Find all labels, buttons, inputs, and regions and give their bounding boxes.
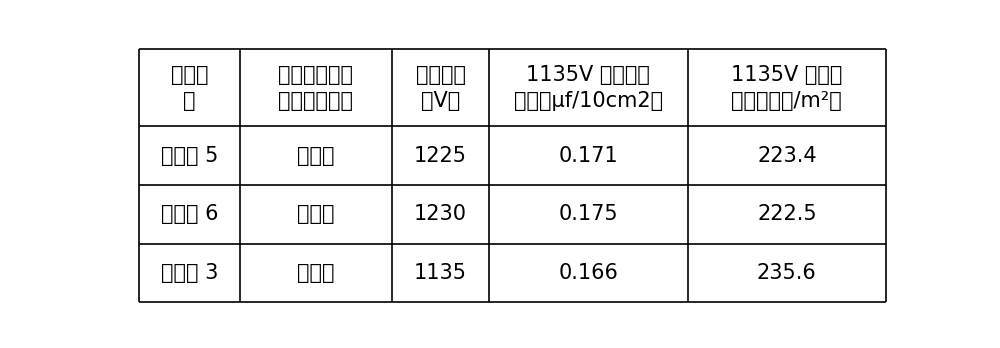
- Text: 比较例 3: 比较例 3: [161, 263, 218, 283]
- Text: 容量（μf/10cm2）: 容量（μf/10cm2）: [514, 91, 663, 111]
- Text: 无闪火: 无闪火: [297, 204, 335, 224]
- Text: 化成过程中闪: 化成过程中闪: [278, 65, 353, 85]
- Text: 0.166: 0.166: [558, 263, 618, 283]
- Text: 0.175: 0.175: [559, 204, 618, 224]
- Text: 能消耗（度/m²）: 能消耗（度/m²）: [731, 91, 842, 111]
- Text: 0.171: 0.171: [559, 146, 618, 166]
- Text: 有闪火: 有闪火: [297, 263, 335, 283]
- Text: 1135V 下的静电: 1135V 下的静电: [526, 65, 650, 85]
- Text: 目: 目: [183, 91, 196, 111]
- Text: 235.6: 235.6: [757, 263, 817, 283]
- Text: 到达电压: 到达电压: [416, 65, 466, 85]
- Text: 1225: 1225: [414, 146, 467, 166]
- Text: 火现象的程度: 火现象的程度: [278, 91, 353, 111]
- Text: 1230: 1230: [414, 204, 467, 224]
- Text: 比较项: 比较项: [171, 65, 208, 85]
- Text: 222.5: 222.5: [757, 204, 817, 224]
- Text: 实施例 5: 实施例 5: [161, 146, 218, 166]
- Text: 无闪火: 无闪火: [297, 146, 335, 166]
- Text: 1135V 下的电: 1135V 下的电: [731, 65, 843, 85]
- Text: （V）: （V）: [421, 91, 460, 111]
- Text: 223.4: 223.4: [757, 146, 817, 166]
- Text: 1135: 1135: [414, 263, 467, 283]
- Text: 实施例 6: 实施例 6: [161, 204, 218, 224]
